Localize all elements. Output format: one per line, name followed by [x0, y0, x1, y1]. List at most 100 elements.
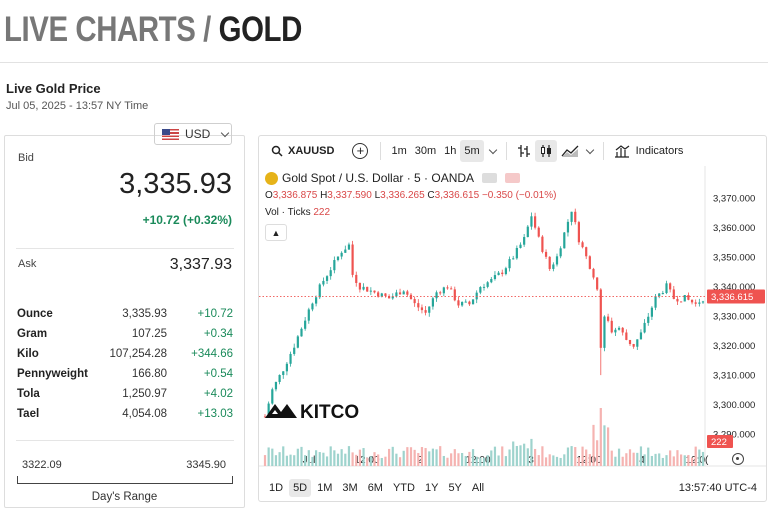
candle-body [654, 296, 657, 308]
interval-5m[interactable]: 5m [460, 140, 484, 162]
range-ytd[interactable]: YTD [392, 482, 415, 494]
volume-bar [482, 457, 486, 466]
candle-body [282, 371, 285, 375]
candle-body [552, 264, 555, 269]
interval-dropdown[interactable] [484, 140, 500, 162]
interval-1h[interactable]: 1h [444, 145, 457, 157]
candle-body [311, 303, 314, 310]
volume-bar [453, 449, 456, 466]
candle-body [388, 295, 391, 299]
toolbar-divider [505, 142, 507, 160]
volume-bar [457, 453, 460, 466]
y-tick-label: 3,350.000 [713, 252, 755, 263]
range-1y[interactable]: 1Y [424, 482, 439, 494]
candle-body [340, 252, 343, 257]
compare-plus-icon[interactable]: + [352, 143, 369, 159]
volume-bar [362, 448, 365, 466]
candle-body [643, 322, 646, 333]
interval-1m[interactable]: 1m [391, 145, 407, 157]
legend-hide-button[interactable] [482, 173, 498, 183]
y-tick-label: 3,320.000 [713, 341, 755, 352]
volume-bar [519, 445, 522, 466]
candle-body [333, 260, 336, 271]
volume-bar [588, 454, 591, 466]
candle-body [471, 299, 475, 305]
area-style-button[interactable] [557, 140, 583, 162]
range-all[interactable]: All [471, 482, 485, 494]
candle-body [263, 416, 267, 418]
range-label: Day's Range [91, 491, 158, 503]
range-5y[interactable]: 5Y [448, 482, 462, 494]
range-1d[interactable]: 1D [269, 482, 284, 494]
currency-select[interactable]: USD [154, 123, 232, 145]
range-bar [17, 476, 233, 484]
unit-change: +4.02 [203, 388, 233, 400]
volume-value: 222 [313, 207, 331, 218]
unit-name: Ounce [17, 308, 53, 320]
volume-bar [654, 453, 657, 466]
chart-widget: XAUUSD + 1m 30m 1h 5m Indicators 3,370.0… [258, 135, 767, 502]
candles-style-button[interactable] [534, 140, 557, 162]
volume-bar [515, 445, 518, 466]
divider [16, 248, 234, 249]
volume-bar [435, 449, 438, 466]
x-tick-label: 12:0( [686, 455, 709, 466]
live-price-date: Jul 05, 2025 - 13:57 NY Time [6, 100, 149, 112]
unit-change: +10.72 [197, 308, 234, 320]
legend-compare-button[interactable] [505, 173, 521, 183]
style-dropdown[interactable] [583, 140, 597, 162]
candle-body [570, 211, 573, 222]
bar-style-button[interactable] [513, 140, 535, 162]
y-tick-label: 3,360.000 [713, 223, 755, 234]
interval-30m[interactable]: 30m [414, 145, 437, 157]
candle-body [442, 287, 445, 294]
volume-bar [377, 454, 380, 466]
candle-body [537, 227, 540, 237]
volume-bar [577, 457, 580, 466]
candle-body [493, 275, 497, 280]
candle-body [347, 244, 351, 250]
volume-bar [669, 450, 672, 466]
range-low: 3322.09 [22, 459, 62, 471]
candle-body [701, 301, 705, 303]
candle-body [490, 279, 493, 283]
ohlc-legend: O3,336.875 H3,337.590 L3,336.265 C3,336.… [265, 190, 556, 201]
volume-bar [347, 446, 351, 466]
chevron-down-icon [585, 145, 594, 154]
unit-change: +0.54 [203, 368, 233, 380]
volume-bar [563, 454, 566, 466]
settings-gear-icon[interactable] [732, 453, 744, 465]
volume-bar [661, 457, 664, 466]
candle-body [395, 292, 398, 297]
volume-bar [523, 443, 526, 466]
collapse-legend-button[interactable]: ▲ [265, 224, 287, 241]
range-3m[interactable]: 3M [342, 482, 358, 494]
volume-bar [650, 455, 653, 466]
candle-body [406, 291, 409, 295]
range-1m[interactable]: 1M [317, 482, 333, 494]
candle-body [391, 296, 394, 299]
price-panel [4, 135, 245, 508]
ohlc-l-label: L [374, 190, 381, 201]
unit-price: 1,250.97 [122, 388, 167, 400]
indicators-button[interactable]: Indicators [610, 140, 688, 162]
candle-body [555, 256, 559, 265]
range-6m[interactable]: 6M [367, 482, 383, 494]
unit-row-pennyweight: Pennyweight 166.80 +0.54 [17, 368, 233, 386]
volume-bar [566, 447, 570, 466]
candle-body [566, 221, 570, 233]
price-chart[interactable]: 3,370.0003,360.0003,350.0003,340.0003,33… [259, 166, 767, 502]
unit-name: Tola [17, 388, 40, 400]
volume-bar [293, 455, 296, 466]
range-5d[interactable]: 5D [289, 479, 312, 497]
unit-change: +0.34 [203, 328, 233, 340]
volume-bar [479, 457, 482, 466]
toolbar-divider [602, 142, 604, 160]
volume-bar [596, 440, 599, 466]
symbol-search[interactable]: XAUUSD [267, 140, 338, 162]
ohlc-close: 3,336.615 [434, 190, 480, 201]
volume-bar [676, 450, 679, 466]
ask-label: Ask [18, 258, 37, 270]
chart-clock: 13:57:40 UTC-4 [678, 482, 757, 494]
candle-body [625, 332, 628, 340]
